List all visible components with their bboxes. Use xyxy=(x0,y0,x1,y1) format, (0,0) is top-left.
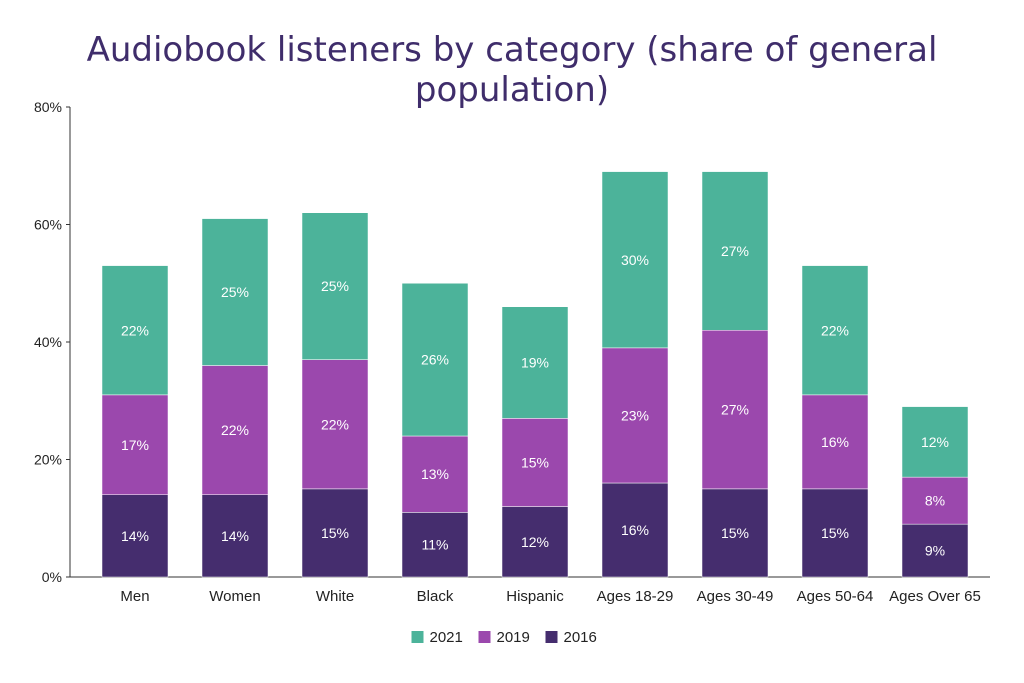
data-label: 15% xyxy=(721,525,749,541)
x-tick-label: Black xyxy=(417,588,454,605)
data-label: 11% xyxy=(422,537,449,553)
data-label: 30% xyxy=(621,252,649,268)
data-label: 22% xyxy=(121,322,149,338)
bar-segment xyxy=(101,265,169,396)
bar-segment xyxy=(201,218,269,366)
bar-segment xyxy=(201,494,269,578)
x-tick-label: Hispanic xyxy=(506,588,564,605)
data-label: 22% xyxy=(321,416,349,432)
bar-segment xyxy=(801,394,869,490)
bar-segment xyxy=(601,347,669,484)
bar-segment xyxy=(301,212,369,360)
bar-segment xyxy=(201,365,269,495)
data-label: 15% xyxy=(821,525,849,541)
x-tick-label: Ages 50-64 xyxy=(797,588,874,605)
data-label: 12% xyxy=(921,434,949,450)
data-label: 9% xyxy=(925,543,945,559)
bar-segment xyxy=(601,482,669,578)
chart-title: Audiobook listeners by category (share o… xyxy=(86,30,938,110)
bar-segment xyxy=(901,523,969,578)
bar-segment xyxy=(701,171,769,331)
data-label: 27% xyxy=(721,243,749,259)
y-tick-label: 40% xyxy=(34,334,62,350)
y-tick-label: 0% xyxy=(42,569,62,585)
bar-segment xyxy=(801,488,869,578)
legend-swatch xyxy=(545,631,558,643)
data-label: 15% xyxy=(321,525,349,541)
x-tick-label: White xyxy=(316,588,354,605)
x-tick-label: Men xyxy=(120,588,149,605)
x-tick-label: Ages 30-49 xyxy=(697,588,774,605)
bar-segment xyxy=(601,171,669,349)
data-label: 17% xyxy=(121,437,149,453)
bar-segment xyxy=(901,476,969,525)
x-tick-label: Women xyxy=(209,588,260,605)
bar-segment xyxy=(101,394,169,495)
bar-segment xyxy=(501,506,569,578)
legend-label: 2021 xyxy=(430,629,463,646)
data-label: 25% xyxy=(221,284,249,300)
data-label: 8% xyxy=(925,493,945,509)
data-label: 14% xyxy=(121,528,149,544)
x-tick-label: Ages Over 65 xyxy=(889,588,981,605)
legend-label: 2019 xyxy=(497,629,530,646)
bar-segment xyxy=(701,330,769,490)
bar-segment xyxy=(501,418,569,507)
data-label: 16% xyxy=(821,434,849,450)
legend-swatch xyxy=(411,631,424,643)
bar-segment xyxy=(301,359,369,490)
data-label: 19% xyxy=(521,355,549,371)
data-label: 23% xyxy=(621,407,649,423)
data-label: 12% xyxy=(521,534,549,550)
data-label: 16% xyxy=(621,522,649,538)
data-label: 15% xyxy=(521,454,549,470)
bar-segment xyxy=(401,512,469,578)
bar-segment xyxy=(501,306,569,419)
bar-segment xyxy=(401,283,469,437)
y-tick-label: 80% xyxy=(34,99,62,115)
bar-segment xyxy=(301,488,369,578)
data-label: 14% xyxy=(221,528,249,544)
data-label: 27% xyxy=(721,402,749,418)
data-label: 22% xyxy=(821,322,849,338)
bar-segment xyxy=(801,265,869,396)
y-tick-label: 20% xyxy=(34,452,62,468)
bar-segment xyxy=(101,494,169,578)
legend-swatch xyxy=(478,631,491,643)
bar-segment xyxy=(901,406,969,478)
data-label: 22% xyxy=(221,422,249,438)
x-tick-label: Ages 18-29 xyxy=(597,588,674,605)
data-label: 25% xyxy=(321,278,349,294)
y-tick-label: 60% xyxy=(34,217,62,233)
data-label: 26% xyxy=(421,352,449,368)
legend-label: 2016 xyxy=(564,629,597,646)
data-label: 13% xyxy=(421,466,449,482)
